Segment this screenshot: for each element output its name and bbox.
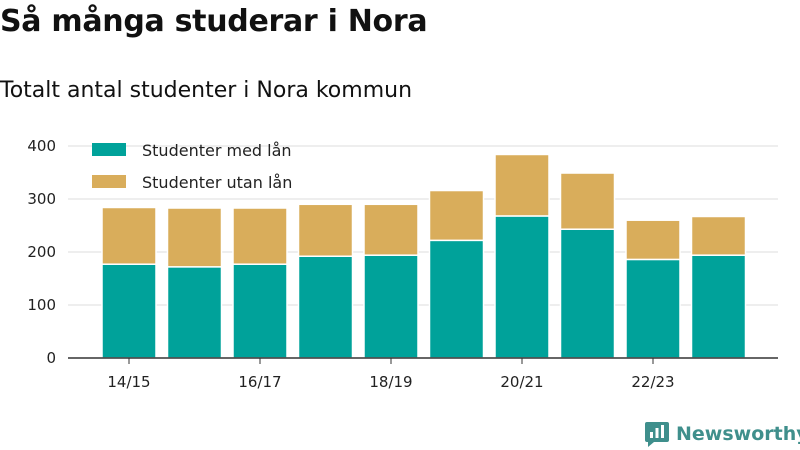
newsworthy-logo-icon — [645, 422, 669, 447]
bar-segment-with-loan — [232, 263, 288, 359]
bar-segment-without-loan — [690, 215, 747, 256]
x-tick-label: 20/21 — [500, 373, 543, 391]
x-axis: 14/15 16/17 18/19 20/21 22/23 — [68, 357, 778, 391]
legend-label: Studenter utan lån — [142, 173, 292, 192]
bar-segment-without-loan — [101, 206, 157, 265]
bar-segment-with-loan — [297, 255, 354, 359]
bar-segment-without-loan — [428, 189, 485, 242]
legend-swatch — [92, 175, 126, 188]
y-tick-label: 0 — [46, 349, 56, 367]
brand: Newsworthy — [644, 420, 800, 448]
bar-segment-without-loan — [166, 207, 223, 268]
legend-label: Studenter med lån — [142, 141, 292, 160]
x-tick-label: 14/15 — [107, 373, 150, 391]
x-tick-label: 18/19 — [369, 373, 412, 391]
y-tick-label: 100 — [27, 296, 56, 314]
bar-segment-without-loan — [625, 219, 681, 261]
y-tick-label: 200 — [27, 243, 56, 261]
bar-segment-without-loan — [232, 207, 288, 265]
x-tick-label: 22/23 — [631, 373, 674, 391]
bar-segment-with-loan — [101, 263, 157, 359]
bar-segment-with-loan — [494, 215, 550, 359]
bar-segment-with-loan — [625, 258, 681, 359]
x-tick-label: 16/17 — [238, 373, 281, 391]
y-tick-label: 400 — [27, 137, 56, 155]
chart-title: Så många studerar i Nora — [0, 4, 428, 39]
legend: Studenter med lån Studenter utan lån — [92, 141, 292, 192]
bar-segment-without-loan — [559, 172, 616, 230]
bar-segment-without-loan — [494, 153, 550, 217]
brand-name: Newsworthy — [676, 423, 800, 445]
bar-segment-without-loan — [363, 203, 419, 256]
chart-subtitle: Totalt antal studenter i Nora kommun — [0, 78, 413, 103]
y-tick-label: 300 — [27, 190, 56, 208]
legend-swatch — [92, 143, 126, 156]
bar-segment-with-loan — [559, 228, 616, 359]
bar-segment-with-loan — [363, 254, 419, 359]
bar-segment-without-loan — [297, 203, 354, 257]
bar-segment-with-loan — [166, 266, 223, 359]
y-axis-ticks: 0 100 200 300 400 — [27, 137, 56, 367]
bar-segment-with-loan — [690, 254, 747, 359]
bar-segment-with-loan — [428, 239, 485, 359]
